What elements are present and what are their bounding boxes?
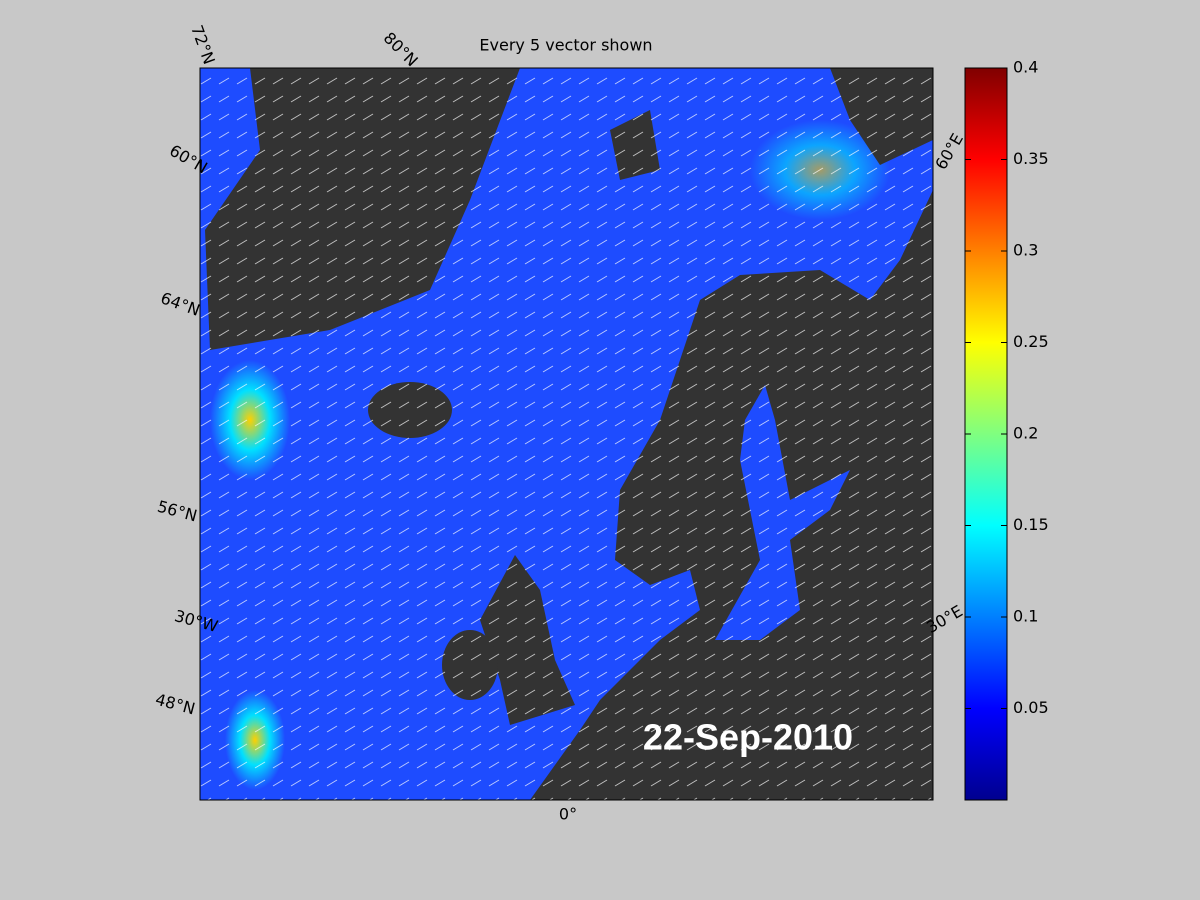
vectors [200, 68, 933, 800]
colorbar-tick-label: 0.25 [1013, 332, 1049, 351]
graticule-label: 0° [559, 805, 577, 824]
map-frame [199, 67, 934, 801]
colorbar-tick-label: 0.1 [1013, 607, 1038, 626]
graticule-label: 60°E [931, 130, 967, 173]
map-title: Every 5 vector shown [479, 36, 652, 55]
graticule-label: 56°N [155, 497, 199, 526]
colorbar [964, 67, 1008, 801]
colorbar-tick-label: 0.15 [1013, 515, 1049, 534]
colorbar-tick-label: 0.3 [1013, 241, 1038, 260]
graticule-label: 80°N [380, 28, 422, 70]
graticule-label: 48°N [153, 690, 197, 719]
colorbar-tick-label: 0.35 [1013, 149, 1049, 168]
date-label: 22-Sep-2010 [643, 717, 853, 758]
colorbar-tick-label: 0.2 [1013, 424, 1038, 443]
graticule-label: 72°N [187, 22, 219, 66]
colorbar-tick-label: 0.4 [1013, 58, 1038, 77]
colorbar-tick-label: 0.05 [1013, 698, 1049, 717]
graticule-label: 64°N [158, 288, 202, 320]
map [199, 67, 934, 801]
